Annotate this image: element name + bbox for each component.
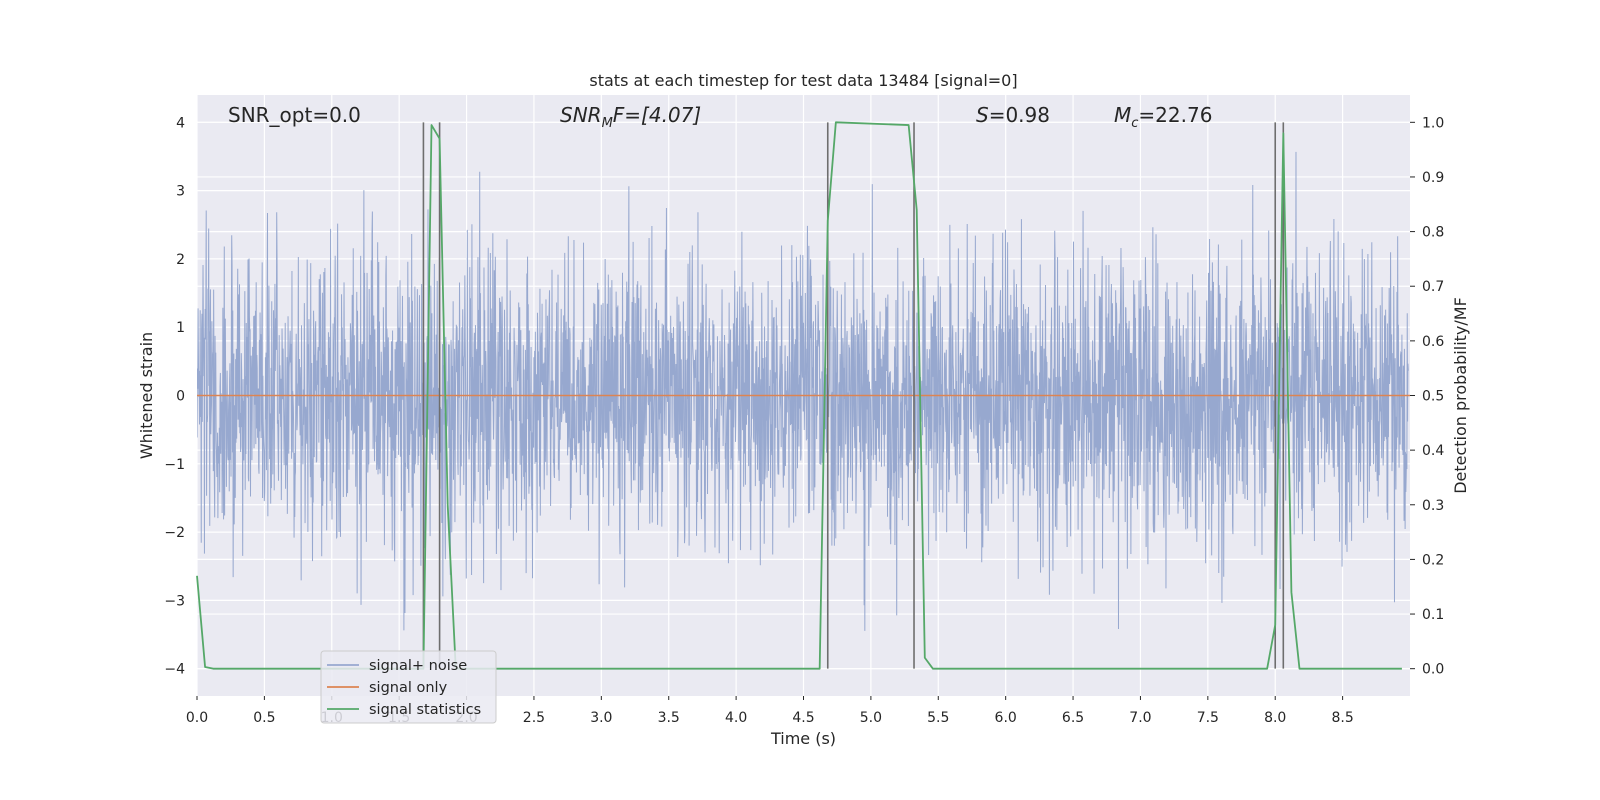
legend-label-signal-statistics: signal statistics (369, 702, 481, 718)
y-axis-label-left: Whitened strain (137, 332, 156, 459)
y-right-tick-label-7: 0.7 (1422, 279, 1444, 295)
y-right-tick-label-4: 0.4 (1422, 443, 1444, 459)
x-tick-label-5: 2.5 (523, 710, 545, 726)
y-right-tick-label-2: 0.2 (1422, 552, 1444, 568)
x-tick-label-13: 6.5 (1062, 710, 1084, 726)
annotation-mc-main: M (1114, 103, 1131, 127)
x-tick-label-17: 8.5 (1331, 710, 1353, 726)
annotation-snr-mf-main: SNR (560, 103, 602, 127)
x-tick-label-15: 7.5 (1197, 710, 1219, 726)
y-right-tick-label-1: 0.1 (1422, 607, 1444, 623)
x-tick-label-10: 5.0 (860, 710, 882, 726)
x-tick-label-8: 4.0 (725, 710, 747, 726)
series-signal-noise (197, 151, 1409, 631)
legend: signal+ noise signal only signal statist… (320, 650, 497, 724)
annotation-s-stat: S=0.98 (976, 103, 1050, 127)
annotation-snr-opt: SNR_opt=0.0 (228, 103, 361, 127)
x-tick-label-16: 8.0 (1264, 710, 1286, 726)
x-tick-label-11: 5.5 (927, 710, 949, 726)
y-right-tick-label-9: 0.9 (1422, 170, 1444, 186)
annotation-s-main: S (976, 103, 989, 127)
y-right-tick-label-5: 0.5 (1422, 389, 1444, 405)
legend-label-signal-noise: signal+ noise (369, 658, 467, 674)
y-right-tick-label-8: 0.8 (1422, 225, 1444, 241)
y-right-tick-label-6: 0.6 (1422, 334, 1444, 350)
annotation-snr-mf-sub: M (602, 116, 613, 131)
y-right-tick-label-0: 0.0 (1422, 662, 1444, 678)
annotation-snr-mf-rest: F=[4.07] (613, 103, 701, 127)
y-left-tick-label-5: 1 (176, 320, 185, 336)
x-tick-label-9: 4.5 (792, 710, 814, 726)
y-right-tick-label-3: 0.3 (1422, 498, 1444, 514)
annotation-mc: Mc=22.76 (1114, 103, 1212, 131)
x-tick-label-1: 0.5 (253, 710, 275, 726)
chart-title: stats at each timestep for test data 134… (589, 71, 1017, 90)
y-left-tick-label-8: 4 (176, 115, 185, 131)
y-left-tick-label-3: −1 (164, 457, 185, 473)
x-axis-label: Time (s) (770, 729, 836, 748)
annotation-snr-mf: SNRMF=[4.07] (560, 103, 701, 131)
vertical-marker-layer (196, 121, 1402, 670)
y-left-tick-label-4: 0 (176, 389, 185, 405)
annotation-mc-sub: c (1131, 116, 1138, 131)
noise-series-layer (197, 151, 1409, 631)
legend-label-signal-only: signal only (369, 680, 448, 696)
series-signal-statistics (196, 121, 1402, 670)
y-left-tick-label-0: −4 (164, 662, 185, 678)
y-left-tick-label-6: 2 (176, 252, 185, 268)
annotation-s-rest: =0.98 (989, 103, 1050, 127)
y-axis-label-right: Detection probability/MF (1451, 297, 1470, 494)
annotation-mc-rest: =22.76 (1138, 103, 1212, 127)
legend-box (320, 650, 497, 724)
x-tick-label-12: 6.0 (995, 710, 1017, 726)
x-tick-label-0: 0.0 (186, 710, 208, 726)
x-tick-label-6: 3.0 (590, 710, 612, 726)
y-right-tick-label-10: 1.0 (1422, 115, 1444, 131)
y-left-tick-label-1: −3 (164, 593, 185, 609)
x-tick-label-7: 3.5 (658, 710, 680, 726)
y-left-tick-label-2: −2 (164, 525, 185, 541)
y-left-tick-label-7: 3 (176, 184, 185, 200)
x-tick-label-14: 7.0 (1129, 710, 1151, 726)
